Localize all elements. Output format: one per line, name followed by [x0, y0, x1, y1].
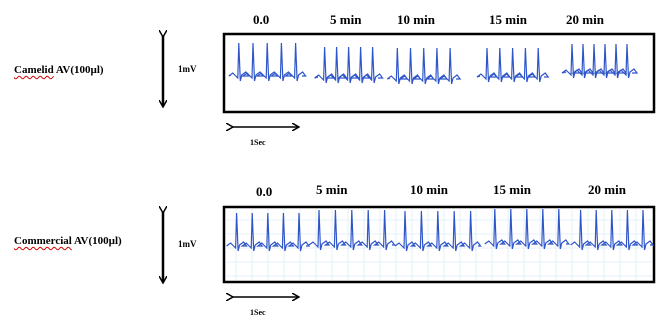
panel-1-label-rest: AV(100µl) — [53, 64, 104, 76]
panel-2-ecg-segment-0 — [226, 212, 311, 252]
panel-1-time-3: 15 min — [489, 12, 527, 27]
panel-1-ecg-segment-4 — [561, 43, 639, 79]
panel-2-time-4: 20 min — [588, 182, 626, 197]
panel-2-time-2: 10 min — [410, 182, 448, 197]
panel-1-time-1: 5 min — [330, 12, 362, 27]
panel-2-ecg-segment-1 — [308, 209, 396, 251]
panel-1-trace-box — [222, 32, 656, 114]
panel-1-time-scale-label: 1Sec — [250, 138, 266, 147]
panel-2-ecg-segment-4 — [570, 209, 655, 251]
ecg-traces — [226, 42, 655, 252]
panel-1-time-0: 0.0 — [253, 12, 270, 27]
panel-2-label: Commercial AV(100µl) — [14, 235, 122, 247]
panel-2-label-rest: AV(100µl) — [71, 235, 122, 247]
panel-2-trace-box — [222, 205, 656, 284]
panel-2-label-word: Commercial — [14, 235, 72, 247]
panel-2-ecg-segment-2 — [394, 210, 482, 252]
panel-1-time-4: 20 min — [566, 12, 604, 27]
panel-2-time-1: 5 min — [316, 182, 348, 197]
panel-1-ecg-segment-1 — [314, 46, 384, 84]
panel-2-time-3: 15 min — [493, 182, 531, 197]
panel-1-time-2: 10 min — [397, 12, 435, 27]
panel-1-ecg-segment-3 — [476, 47, 550, 83]
panel-1-ecg-segment-0 — [228, 42, 307, 82]
panel-1-label: Camelid AV(100µl) — [14, 64, 104, 76]
panel-1-ecg-segment-2 — [386, 47, 462, 85]
panel-1-amplitude-label: 1mV — [178, 64, 197, 74]
panel-1-label-word: Camelid — [14, 64, 54, 76]
panel-2-ecg-segment-3 — [484, 208, 570, 250]
panel-2-time-scale-label: 1Sec — [250, 308, 266, 317]
panel-2-amplitude-label: 1mV — [178, 239, 197, 249]
panel-2-time-0: 0.0 — [256, 184, 273, 199]
